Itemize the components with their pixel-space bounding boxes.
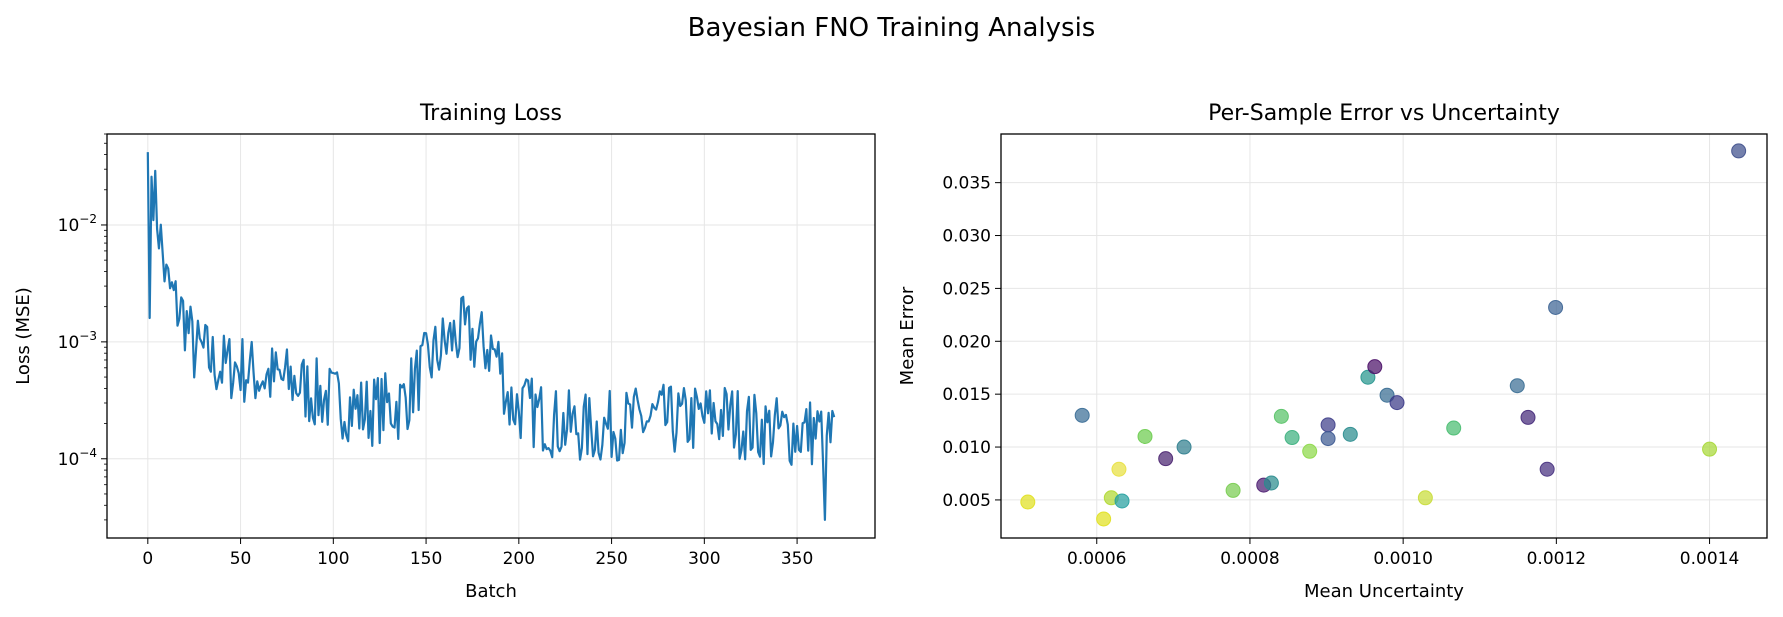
scatter-y-tick-label: 0.035 xyxy=(942,174,991,194)
scatter-point xyxy=(1096,511,1112,527)
scatter-point xyxy=(1446,420,1462,436)
scatter-grid xyxy=(1001,134,1767,538)
scatter-point xyxy=(1137,428,1153,444)
loss-series xyxy=(146,152,836,521)
training-loss-panel: Training Loss 0 50 100 150 200 250 300 350 10−4… xyxy=(13,101,876,602)
scatter-point xyxy=(1302,443,1318,459)
loss-line xyxy=(146,152,836,521)
scatter-point xyxy=(1509,378,1525,394)
scatter-point xyxy=(1225,482,1241,498)
scatter-y-tick-label: 0.010 xyxy=(942,438,991,458)
scatter-y-tick-label: 0.020 xyxy=(942,332,991,352)
loss-y-tick-label: 10−2 xyxy=(58,212,97,236)
scatter-point xyxy=(1379,387,1395,403)
scatter-point xyxy=(1273,408,1289,424)
loss-x-tick-label: 100 xyxy=(317,549,349,569)
scatter-plot-frame xyxy=(1000,133,1768,539)
scatter-point xyxy=(1520,409,1536,425)
scatter-point xyxy=(1360,369,1376,385)
scatter-point xyxy=(1263,475,1279,491)
loss-y-tick-label: 10−3 xyxy=(58,329,97,353)
loss-grid xyxy=(107,134,875,538)
scatter-x-tick-label: 0.0008 xyxy=(1220,549,1279,569)
scatter-point xyxy=(1367,359,1383,375)
scatter-x-axis-label: Mean Uncertainty xyxy=(1304,581,1464,602)
scatter-point xyxy=(1158,451,1174,467)
scatter-point xyxy=(1548,299,1564,315)
loss-x-tick-label: 250 xyxy=(595,549,627,569)
scatter-point xyxy=(1111,461,1127,477)
scatter-point xyxy=(1702,441,1718,457)
scatter-point xyxy=(1320,417,1336,433)
scatter-x-ticks: 0.0006 0.0008 0.0010 0.0012 0.0014 xyxy=(1067,538,1739,569)
loss-plot-frame xyxy=(106,133,876,539)
loss-x-tick-label: 300 xyxy=(688,549,720,569)
scatter-points xyxy=(1020,143,1747,527)
error-uncertainty-panel: Per-Sample Error vs Uncertainty 0.0006 0.… xyxy=(897,101,1768,602)
scatter-x-tick-label: 0.0006 xyxy=(1067,549,1126,569)
scatter-y-ticks: 0.005 0.010 0.015 0.020 0.025 0.030 0.035 xyxy=(942,174,1001,511)
scatter-y-axis-label: Mean Error xyxy=(897,286,918,385)
figure-title: Bayesian FNO Training Analysis xyxy=(688,13,1096,43)
scatter-point xyxy=(1074,407,1090,423)
loss-x-tick-label: 50 xyxy=(230,549,252,569)
loss-x-tick-label: 150 xyxy=(410,549,442,569)
scatter-x-tick-label: 0.0014 xyxy=(1680,549,1739,569)
scatter-y-tick-label: 0.005 xyxy=(942,491,991,511)
loss-y-ticks: 10−4 10−3 10−2 xyxy=(58,133,107,521)
scatter-point xyxy=(1284,430,1300,446)
loss-y-axis-label: Loss (MSE) xyxy=(13,287,34,385)
scatter-y-tick-label: 0.030 xyxy=(942,227,991,247)
loss-x-tick-label: 350 xyxy=(781,549,813,569)
loss-x-ticks: 0 50 100 150 200 250 300 350 xyxy=(142,538,813,569)
scatter-y-tick-label: 0.015 xyxy=(942,385,991,405)
loss-x-tick-label: 0 xyxy=(142,549,153,569)
scatter-point xyxy=(1539,461,1555,477)
scatter-x-tick-label: 0.0010 xyxy=(1373,549,1432,569)
scatter-chart-title: Per-Sample Error vs Uncertainty xyxy=(1208,101,1560,126)
scatter-point xyxy=(1320,431,1336,447)
scatter-point xyxy=(1731,143,1747,159)
loss-chart-title: Training Loss xyxy=(419,101,562,126)
scatter-y-tick-label: 0.025 xyxy=(942,279,991,299)
scatter-point xyxy=(1114,493,1130,509)
scatter-point xyxy=(1417,490,1433,506)
loss-x-axis-label: Batch xyxy=(465,581,517,602)
loss-y-tick-label: 10−4 xyxy=(58,446,97,470)
loss-x-tick-label: 200 xyxy=(503,549,535,569)
scatter-point xyxy=(1389,395,1405,411)
scatter-point xyxy=(1176,439,1192,455)
scatter-x-tick-label: 0.0012 xyxy=(1527,549,1586,569)
scatter-point xyxy=(1020,494,1036,510)
scatter-point xyxy=(1342,426,1358,442)
